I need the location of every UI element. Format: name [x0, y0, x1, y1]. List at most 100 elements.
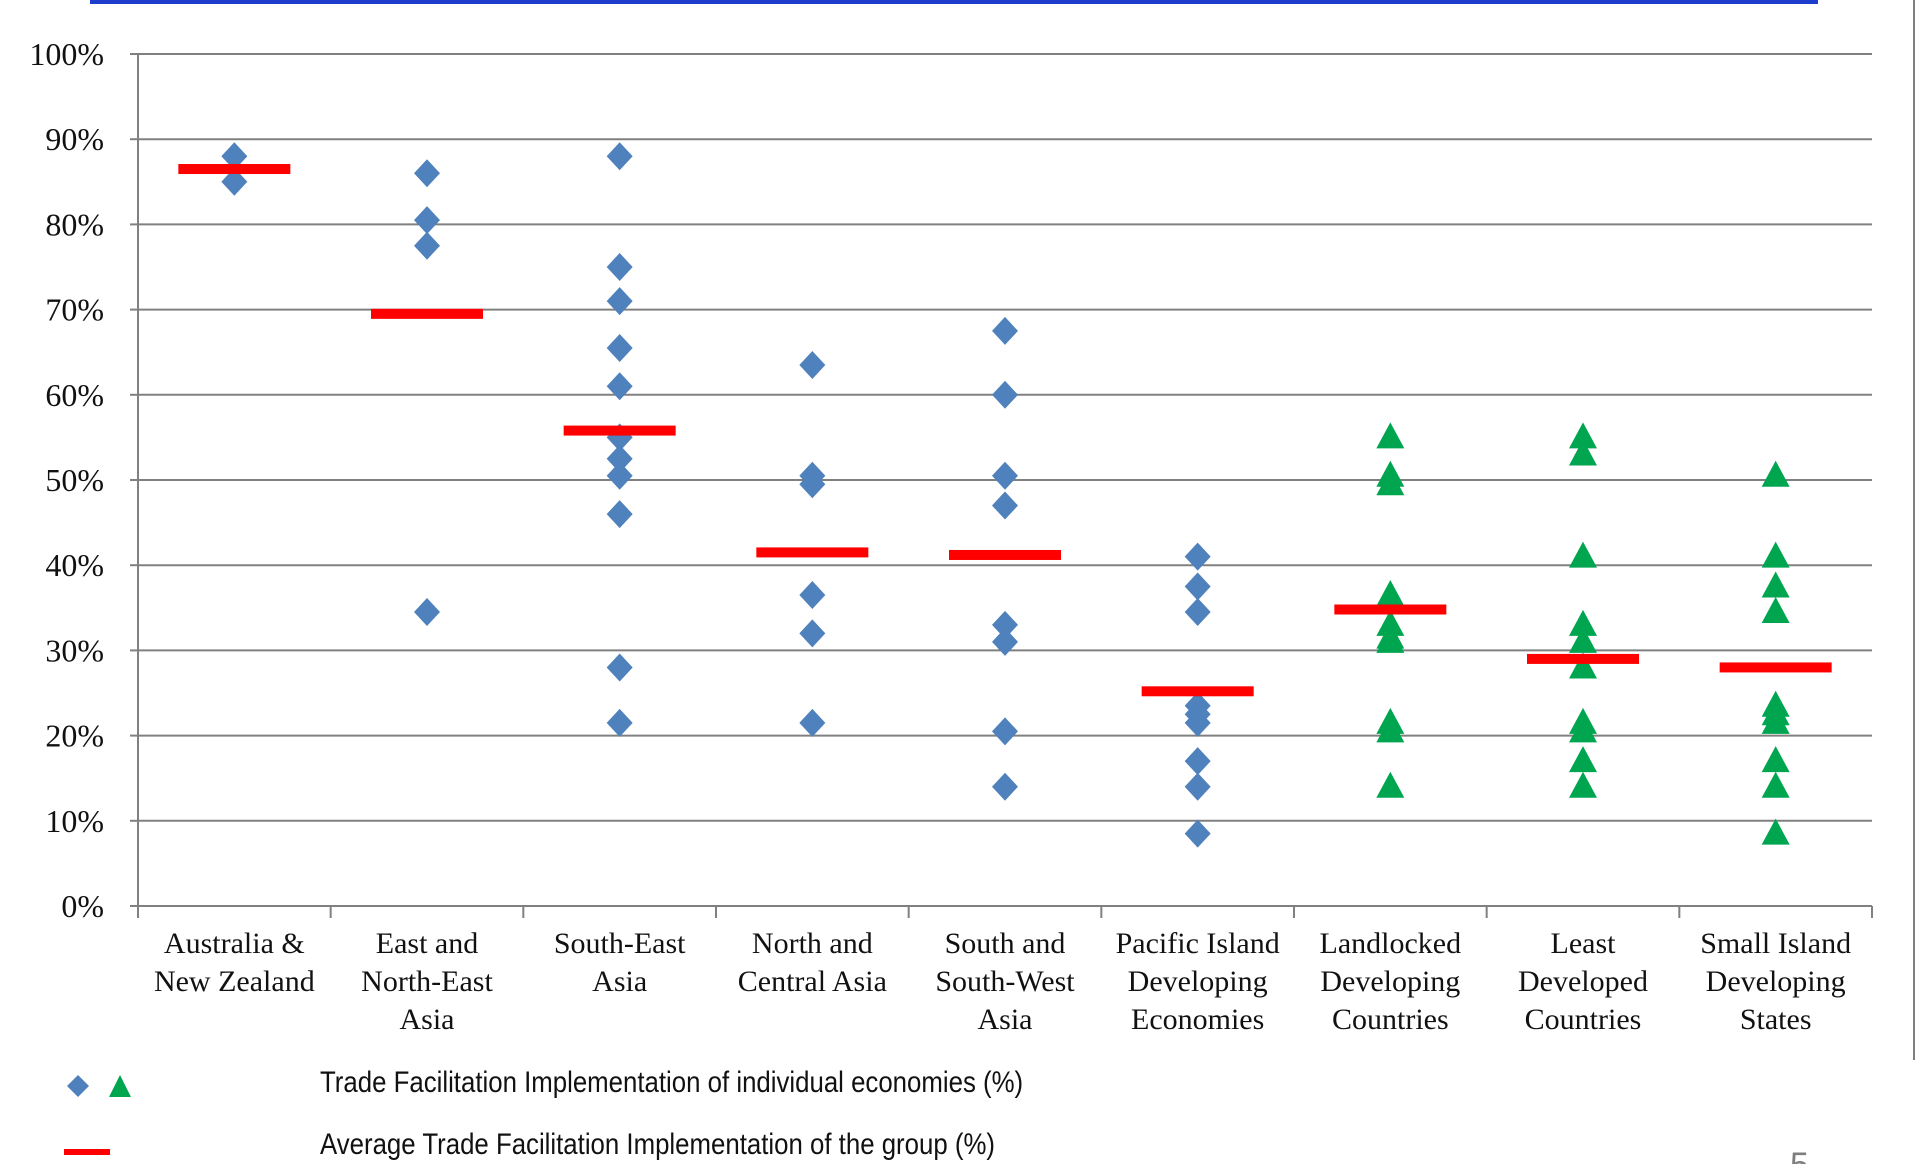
data-point-diamond	[414, 231, 440, 260]
data-point-triangle	[1569, 626, 1597, 653]
x-category-label: Small Island	[1700, 927, 1851, 960]
y-tick-label: 100%	[29, 36, 104, 72]
x-category-label: Least	[1551, 927, 1617, 960]
data-point-diamond	[1184, 598, 1211, 627]
data-point-diamond	[992, 627, 1018, 656]
data-point-diamond	[992, 772, 1018, 801]
x-category-label: North and	[752, 927, 873, 960]
data-point-diamond	[992, 316, 1018, 345]
data-point-triangle	[1376, 580, 1405, 607]
data-point-diamond	[606, 708, 633, 737]
data-point-triangle	[1761, 541, 1790, 568]
legend-average-label: Average Trade Facilitation Implementatio…	[320, 1128, 995, 1161]
data-point-triangle	[1569, 652, 1597, 679]
y-tick-label: 90%	[45, 121, 104, 157]
x-category-label: South-East	[554, 927, 686, 960]
x-category-label: Asia	[400, 1003, 455, 1036]
average-line	[756, 547, 869, 558]
average-line	[949, 549, 1061, 560]
data-point-diamond	[1184, 747, 1211, 776]
x-category-label: South and	[945, 927, 1066, 960]
legend-diamond-icon	[66, 1074, 90, 1103]
data-point-diamond	[606, 461, 633, 490]
data-point-diamond	[992, 717, 1018, 746]
average-line	[371, 308, 483, 319]
y-tick-label: 10%	[45, 803, 104, 839]
data-point-triangle	[1761, 707, 1790, 734]
average-line	[563, 425, 676, 436]
data-point-diamond	[799, 708, 826, 737]
y-tick-label: 70%	[45, 292, 104, 328]
x-category-label: New Zealand	[154, 965, 315, 998]
data-point-diamond	[992, 610, 1018, 639]
data-point-triangle	[1569, 541, 1597, 568]
data-point-triangle	[1569, 771, 1597, 798]
x-category-label: Developing	[1706, 965, 1846, 998]
data-point-diamond	[1184, 572, 1211, 601]
data-point-triangle	[1761, 818, 1790, 845]
data-point-diamond	[992, 380, 1018, 409]
data-point-triangle	[1761, 771, 1790, 798]
x-category-label: North-East	[361, 965, 493, 998]
average-line	[1141, 686, 1254, 697]
data-point-triangle	[1569, 609, 1597, 636]
data-point-triangle	[1761, 597, 1790, 624]
x-category-label: Pacific Island	[1116, 927, 1280, 960]
y-tick-label: 40%	[45, 547, 104, 583]
data-point-diamond	[606, 372, 633, 401]
data-point-diamond	[221, 167, 248, 196]
x-category-label: Developing	[1128, 965, 1268, 998]
data-point-diamond	[799, 619, 826, 648]
y-tick-label: 30%	[45, 632, 104, 668]
y-tick-label: 50%	[45, 462, 104, 498]
legend-triangle-icon	[108, 1074, 132, 1103]
data-point-diamond	[1184, 542, 1211, 571]
data-point-diamond	[606, 287, 633, 316]
data-point-diamond	[221, 142, 248, 171]
average-line	[1719, 662, 1832, 673]
data-point-triangle	[1376, 422, 1405, 449]
data-point-diamond	[1184, 772, 1211, 801]
data-point-diamond	[606, 253, 633, 281]
x-category-label: States	[1740, 1003, 1812, 1036]
data-point-diamond	[414, 206, 440, 235]
data-point-diamond	[606, 653, 633, 682]
x-category-label: East and	[376, 927, 478, 960]
average-line	[178, 164, 291, 175]
data-point-triangle	[1376, 716, 1405, 743]
data-point-triangle	[1376, 626, 1405, 653]
data-point-triangle	[1376, 469, 1405, 496]
x-category-label: Countries	[1525, 1003, 1642, 1036]
average-line	[1527, 653, 1639, 664]
y-tick-label: 0%	[61, 888, 104, 924]
data-point-diamond	[799, 470, 826, 499]
y-tick-label: 80%	[45, 206, 104, 242]
x-category-label: South-West	[935, 965, 1075, 998]
x-category-label: Developed	[1518, 965, 1648, 998]
data-point-diamond	[414, 159, 440, 188]
data-point-diamond	[799, 350, 826, 379]
legend-individual-label: Trade Facilitation Implementation of ind…	[320, 1066, 1024, 1099]
data-point-triangle	[1569, 439, 1597, 466]
y-tick-label: 20%	[45, 718, 104, 754]
data-point-triangle	[1569, 716, 1597, 743]
data-point-triangle	[1376, 771, 1405, 798]
page-number: 5	[1790, 1146, 1809, 1164]
data-point-triangle	[1569, 422, 1597, 449]
x-category-label: Countries	[1332, 1003, 1449, 1036]
data-point-diamond	[1184, 708, 1211, 737]
data-point-diamond	[992, 491, 1018, 520]
data-point-diamond	[414, 598, 440, 627]
x-category-label: Landlocked	[1320, 927, 1462, 960]
data-point-triangle	[1761, 746, 1790, 773]
x-category-label: Asia	[978, 1003, 1033, 1036]
legend-average-line-icon	[64, 1143, 110, 1161]
average-line	[1334, 604, 1447, 615]
data-point-triangle	[1761, 571, 1790, 598]
x-category-label: Asia	[592, 965, 647, 998]
x-category-label: Economies	[1131, 1003, 1264, 1036]
data-point-diamond	[799, 581, 826, 610]
y-tick-label: 60%	[45, 377, 104, 413]
